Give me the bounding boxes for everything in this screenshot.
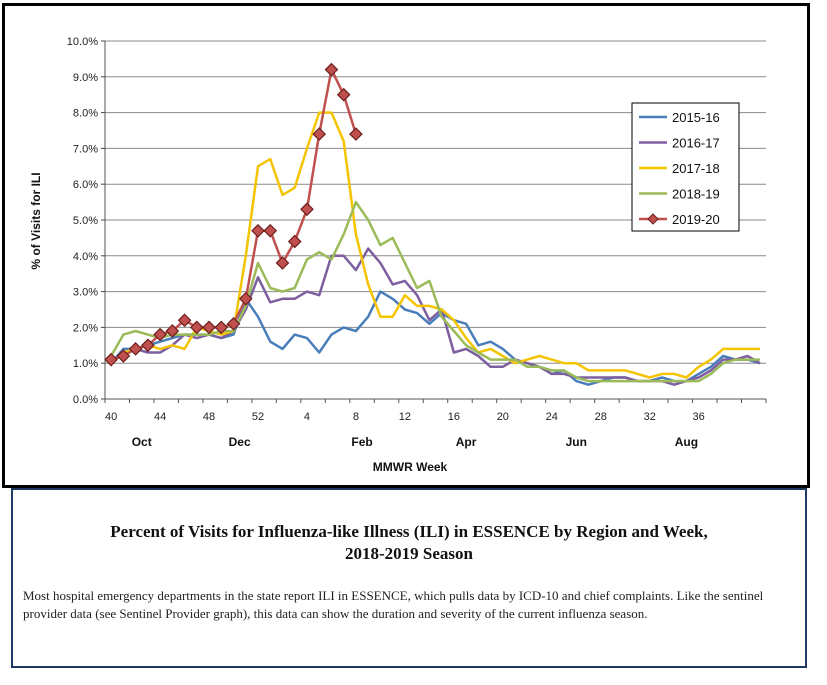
data-point-2019-20 xyxy=(140,338,155,353)
data-point-2019-20 xyxy=(226,316,241,331)
x-tick-label: 36 xyxy=(693,411,705,423)
x-tick-label: 52 xyxy=(252,411,264,423)
data-point-2019-20 xyxy=(165,324,180,338)
series-line-2017-18 xyxy=(110,111,760,379)
x-tick-label: 24 xyxy=(546,411,558,423)
x-tick-label: 12 xyxy=(399,411,411,423)
data-point-2019-20 xyxy=(263,223,278,238)
x-tick-label: 8 xyxy=(353,411,359,423)
data-point-2019-20 xyxy=(336,87,351,102)
y-tick-label: 5.0% xyxy=(73,215,98,227)
data-point-2019-20 xyxy=(189,320,204,335)
chart-legend: 2015-16 2016-17 2017-18 2018-19 2019-20 xyxy=(631,102,740,232)
x-tick-label: 20 xyxy=(497,411,509,423)
data-point-2019-20 xyxy=(324,62,339,77)
y-tick-label: 2.0% xyxy=(73,322,98,334)
legend-label-2018-19: 2018-19 xyxy=(672,187,720,202)
month-label: Oct xyxy=(132,435,152,449)
y-tick-label: 7.0% xyxy=(73,143,98,155)
caption-title-line2: 2018-2019 Season xyxy=(345,544,473,563)
y-tick-label: 6.0% xyxy=(73,179,98,191)
x-tick-label: 32 xyxy=(644,411,656,423)
legend-label-2019-20: 2019-20 xyxy=(672,212,720,227)
data-point-2019-20 xyxy=(251,223,265,238)
y-tick-label: 10.0% xyxy=(67,36,98,48)
y-tick-label: 3.0% xyxy=(73,287,98,299)
legend-label-2017-18: 2017-18 xyxy=(672,161,720,176)
data-point-2019-20 xyxy=(312,127,327,141)
data-point-2019-20 xyxy=(214,320,229,335)
series-line-2015-16 xyxy=(110,290,761,386)
y-tick-label: 9.0% xyxy=(73,72,98,84)
x-tick-label: 40 xyxy=(105,411,117,423)
legend-label-2015-16: 2015-16 xyxy=(672,110,720,125)
legend-marker-2019-20 xyxy=(647,213,659,225)
x-axis-title: MMWR Week xyxy=(373,460,448,474)
month-label: Aug xyxy=(675,435,698,449)
data-point-2019-20 xyxy=(238,291,253,306)
caption-title-line1: Percent of Visits for Influenza-like Ill… xyxy=(110,522,708,541)
caption-title: Percent of Visits for Influenza-like Ill… xyxy=(13,521,805,565)
data-point-2019-20 xyxy=(128,342,143,356)
data-point-2019-20 xyxy=(116,349,131,363)
caption-box: Percent of Visits for Influenza-like Ill… xyxy=(11,488,807,668)
month-label: Jun xyxy=(566,435,587,449)
data-point-2019-20 xyxy=(287,234,302,249)
x-tick-label: 44 xyxy=(154,411,166,423)
month-label: Feb xyxy=(351,435,372,449)
chart-frame: 0.0% 1.0% 2.0% 3.0% 4.0% 5.0% 6.0% 7.0% 8.0% 9.0%… xyxy=(2,3,810,488)
month-label: Apr xyxy=(456,435,477,449)
x-tick-label: 28 xyxy=(595,411,607,423)
y-tick-label: 4.0% xyxy=(73,251,98,263)
data-point-2019-20 xyxy=(104,352,118,367)
caption-body: Most hospital emergency departments in t… xyxy=(23,588,764,621)
y-axis-title: % of Visits for ILI xyxy=(29,172,43,269)
y-tick-label: 8.0% xyxy=(73,108,98,120)
data-point-2019-20 xyxy=(275,256,290,270)
x-tick-label: 48 xyxy=(203,411,215,423)
month-label: Dec xyxy=(229,435,251,449)
y-tick-label: 1.0% xyxy=(73,358,98,370)
legend-label-2016-17: 2016-17 xyxy=(672,136,720,151)
x-tick-label: 16 xyxy=(448,411,460,423)
data-point-2019-20 xyxy=(300,202,314,217)
y-tick-label: 0.0% xyxy=(73,394,98,406)
x-tick-label: 4 xyxy=(304,411,310,423)
data-point-2019-20 xyxy=(349,127,363,141)
data-point-2019-20 xyxy=(153,327,167,342)
data-point-2019-20 xyxy=(177,313,192,328)
data-point-2019-20 xyxy=(202,320,216,335)
ili-line-chart: 0.0% 1.0% 2.0% 3.0% 4.0% 5.0% 6.0% 7.0% 8.0% 9.0%… xyxy=(29,36,767,474)
series-line-2016-17 xyxy=(110,247,761,386)
